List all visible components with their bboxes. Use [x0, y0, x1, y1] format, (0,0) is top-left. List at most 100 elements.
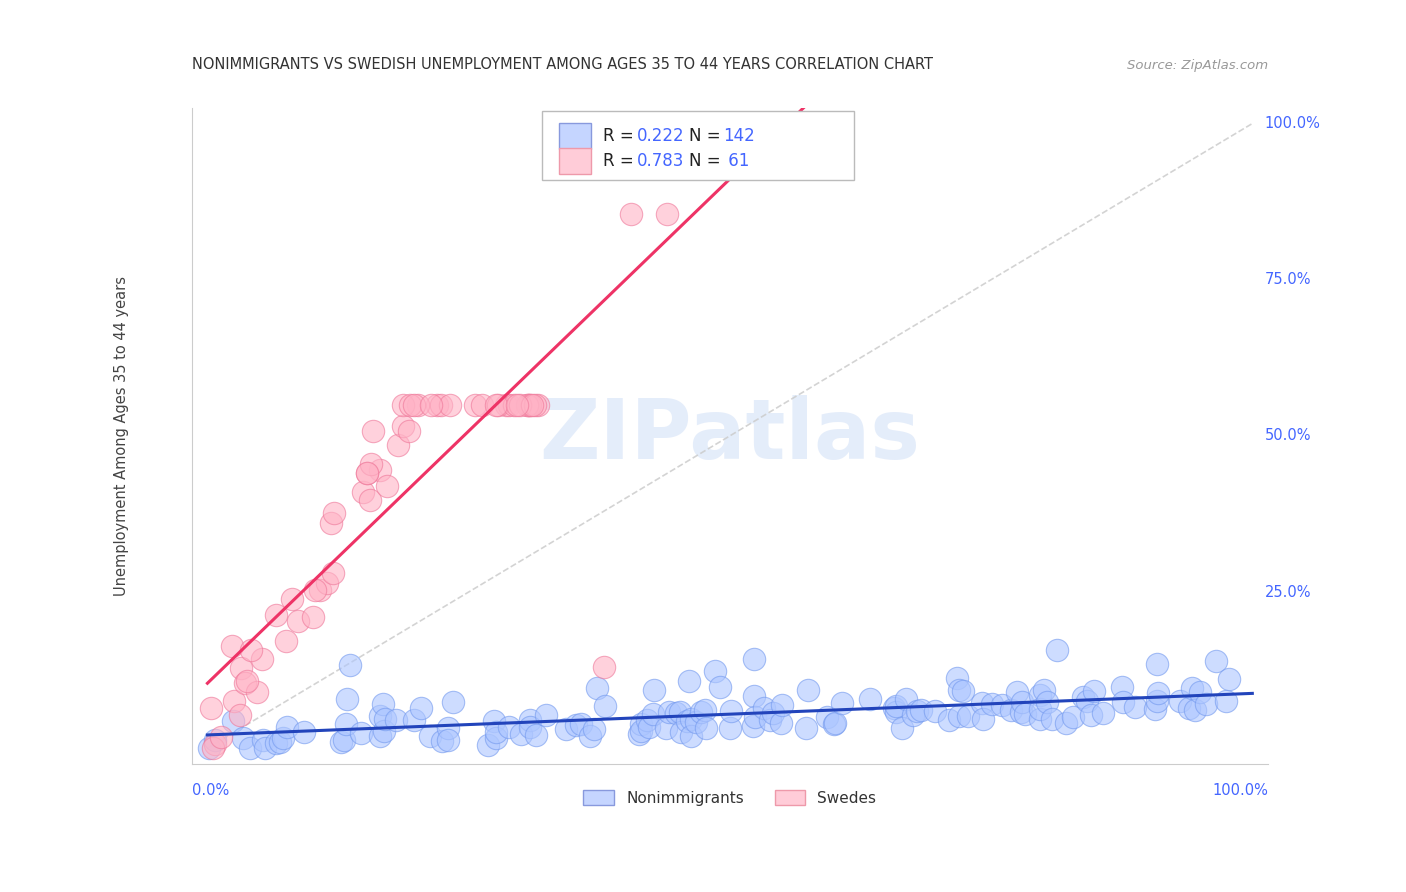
Point — [391, 418, 413, 433]
Point — [359, 493, 381, 508]
Point — [627, 726, 650, 740]
Point — [1000, 703, 1022, 717]
Point — [333, 732, 356, 747]
Point — [352, 485, 374, 500]
Text: 75.0%: 75.0% — [1265, 272, 1312, 287]
Point — [322, 566, 344, 580]
Point — [676, 714, 699, 729]
Point — [485, 724, 508, 739]
Point — [896, 692, 918, 706]
Point — [1071, 690, 1094, 704]
Point — [769, 716, 792, 731]
Point — [1146, 694, 1168, 708]
Text: 50.0%: 50.0% — [1265, 428, 1312, 443]
Point — [520, 398, 543, 412]
Point — [239, 643, 262, 657]
Point — [883, 701, 905, 715]
Point — [891, 721, 914, 735]
Point — [198, 741, 221, 756]
Point — [385, 713, 408, 727]
Point — [770, 698, 793, 712]
Point — [884, 698, 907, 713]
Point — [578, 729, 600, 743]
Point — [402, 713, 425, 727]
Point — [420, 398, 443, 412]
Point — [957, 709, 980, 723]
Point — [229, 707, 252, 722]
Point — [430, 733, 453, 747]
Point — [411, 701, 433, 715]
Point — [441, 695, 464, 709]
Point — [583, 722, 606, 736]
Point — [1215, 694, 1237, 708]
Point — [972, 712, 994, 726]
Point — [815, 710, 838, 724]
Point — [368, 729, 391, 743]
FancyBboxPatch shape — [558, 123, 591, 149]
Point — [658, 705, 681, 719]
Point — [304, 583, 326, 598]
Point — [281, 591, 304, 606]
Point — [991, 698, 1014, 712]
Point — [678, 673, 700, 688]
Point — [254, 741, 277, 756]
Point — [477, 738, 499, 752]
Point — [823, 717, 845, 731]
Point — [264, 607, 287, 622]
Point — [516, 398, 538, 412]
Point — [309, 583, 332, 598]
Point — [681, 729, 703, 743]
Point — [1029, 688, 1052, 702]
Point — [742, 718, 765, 732]
Point — [430, 398, 453, 412]
Point — [1112, 695, 1135, 709]
Point — [271, 731, 294, 745]
Point — [1040, 712, 1063, 726]
Point — [946, 671, 969, 685]
Point — [506, 398, 529, 412]
Point — [339, 657, 361, 672]
Point — [319, 516, 342, 530]
Point — [910, 703, 932, 717]
Point — [1147, 686, 1170, 700]
Point — [1005, 685, 1028, 699]
Point — [952, 684, 974, 698]
Point — [1046, 643, 1069, 657]
Point — [1076, 693, 1098, 707]
Point — [980, 697, 1002, 711]
Text: R =: R = — [603, 153, 638, 170]
Point — [387, 438, 409, 452]
Point — [1146, 657, 1168, 671]
Point — [274, 634, 297, 648]
Point — [200, 701, 222, 715]
Point — [1010, 705, 1032, 719]
Point — [330, 735, 353, 749]
Point — [970, 696, 993, 710]
Point — [695, 721, 717, 735]
Point — [356, 466, 378, 480]
Point — [204, 732, 226, 747]
Text: 0.783: 0.783 — [637, 153, 685, 170]
Point — [1123, 699, 1146, 714]
Point — [681, 712, 703, 726]
Point — [399, 398, 422, 412]
Point — [718, 721, 741, 735]
Point — [370, 709, 392, 723]
Point — [1189, 685, 1212, 699]
Point — [508, 398, 530, 412]
Point — [1032, 682, 1054, 697]
Point — [266, 736, 288, 750]
Point — [1011, 695, 1033, 709]
Point — [665, 706, 688, 720]
Point — [759, 713, 782, 727]
Text: N =: N = — [689, 128, 725, 145]
Point — [361, 424, 384, 438]
Point — [485, 398, 508, 412]
Point — [744, 689, 766, 703]
Point — [356, 466, 378, 480]
Point — [1218, 673, 1240, 687]
Point — [374, 713, 396, 727]
Point — [302, 610, 325, 624]
Point — [419, 729, 441, 743]
Point — [859, 691, 882, 706]
